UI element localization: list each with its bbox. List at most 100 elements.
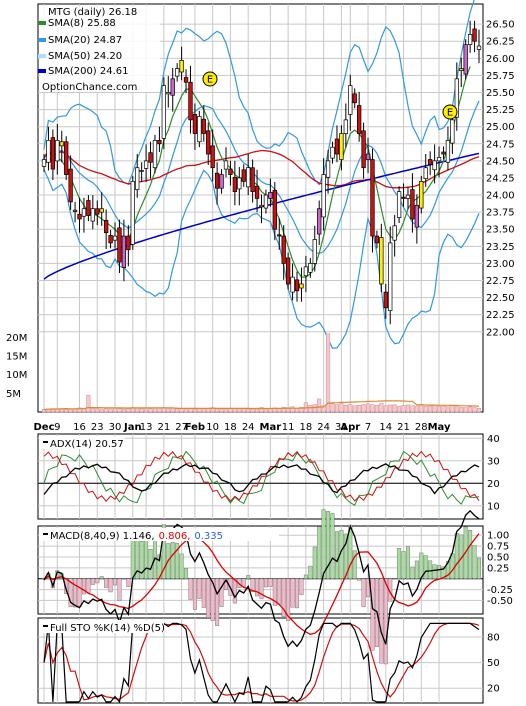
candle-body — [254, 185, 260, 199]
indicator-tick-label: 30 — [487, 456, 500, 467]
macd-histogram-bar — [472, 545, 477, 579]
x-tick-label: 14 — [379, 422, 392, 433]
macd-histogram-bar — [121, 578, 126, 580]
volume-bar — [237, 408, 242, 413]
price-tick-label: 26.25 — [486, 37, 515, 48]
macd-histogram-bar — [437, 565, 442, 579]
price-tick-label: 25.50 — [486, 88, 515, 99]
candle-body — [130, 181, 135, 245]
candle-body — [64, 141, 69, 175]
candle-body — [126, 235, 131, 251]
macd-histogram-bar — [414, 560, 419, 579]
macd-histogram-bar — [357, 578, 362, 581]
macd-histogram-bar — [312, 546, 317, 579]
macd-histogram-bar — [99, 576, 104, 579]
volume-tick-label: 20M — [6, 333, 27, 344]
volume-tick-label: 5M — [6, 389, 21, 400]
candle-body — [232, 176, 238, 192]
candle-body — [370, 159, 375, 237]
volume-bar — [450, 405, 455, 413]
candle-body — [250, 167, 255, 192]
candle-body — [285, 257, 291, 285]
volume-bar — [459, 406, 464, 413]
legend-sma200: SMA(200) 24.61 — [48, 66, 129, 77]
candle-body — [259, 204, 264, 208]
price-tick-label: 22.25 — [486, 310, 515, 321]
macd-histogram-bar — [175, 542, 180, 579]
candle-body — [290, 276, 295, 293]
candle-body — [228, 168, 233, 175]
volume-bar — [95, 408, 100, 413]
candle-body — [201, 118, 206, 134]
macd-histogram-bar — [379, 578, 384, 664]
candle-body — [72, 209, 78, 212]
macd-histogram-bar — [263, 578, 268, 588]
macd-histogram-bar — [192, 578, 197, 610]
indicator-tick-label: 40 — [487, 434, 500, 445]
price-tick-label: 22.50 — [486, 293, 515, 304]
macd-histogram-bar — [197, 578, 202, 599]
indicator-tick-label: 0.75 — [487, 542, 509, 553]
candle-body — [410, 189, 415, 220]
candle-body — [68, 168, 73, 203]
volume-bar — [370, 404, 375, 413]
candle-body — [121, 235, 127, 268]
candle-body — [454, 78, 459, 118]
volume-bar — [334, 404, 340, 413]
macd-histogram-bar — [295, 578, 300, 609]
macd-histogram-bar — [423, 555, 428, 579]
candle-body — [90, 208, 95, 222]
volume-bar — [144, 408, 149, 413]
candle-body — [467, 34, 473, 46]
candle-body — [41, 159, 47, 167]
volume-bar — [405, 404, 411, 413]
x-tick-label: 21 — [157, 422, 170, 433]
macd-histogram-bar — [321, 509, 326, 579]
x-tick-label: 24 — [317, 422, 330, 433]
macd-signal-line — [43, 533, 480, 635]
volume-bar — [365, 403, 371, 413]
volume-bar — [401, 405, 406, 413]
candle-body — [188, 81, 193, 121]
x-tick-label: Apr — [340, 422, 360, 433]
earnings-marker-label: E — [207, 75, 213, 86]
candle-body — [77, 213, 82, 220]
macd-histogram-bar — [90, 578, 95, 585]
candle-body — [219, 174, 224, 189]
volume-bar — [281, 406, 286, 413]
volume-bar — [374, 405, 379, 413]
volume-bar — [121, 408, 126, 413]
price-tick-label: 26.50 — [486, 20, 515, 31]
volume-bar — [104, 408, 109, 413]
legend-sma8: SMA(8) 25.88 — [48, 18, 116, 29]
macd-histogram-bar — [126, 578, 131, 587]
macd-histogram-bar — [441, 566, 446, 579]
candle-body — [157, 140, 162, 145]
macd-histogram-bar — [428, 560, 433, 579]
macd-histogram-bar — [73, 578, 78, 608]
moving-averages — [43, 66, 480, 280]
volume-bar — [361, 404, 366, 413]
macd-histogram-bar — [392, 578, 397, 580]
candle-body — [268, 191, 273, 199]
volume-bar — [135, 408, 140, 413]
candle-body — [405, 194, 411, 199]
candle-body — [50, 137, 56, 170]
price-tick-label: 24.25 — [486, 173, 515, 184]
candle-body — [294, 279, 300, 292]
indicator-tick-label: 80 — [487, 633, 500, 644]
macd-histogram-bar — [68, 578, 73, 607]
candle-body — [330, 146, 335, 159]
macd-histogram-bar — [334, 531, 339, 579]
volume-bar — [352, 405, 357, 413]
legend-sma20: SMA(20) 24.87 — [48, 35, 122, 46]
volume-bar — [294, 408, 300, 413]
macd-histogram-bar — [77, 578, 82, 607]
volume-bar — [432, 405, 437, 413]
candle-body — [321, 174, 326, 218]
volume-bar — [348, 404, 353, 413]
volume-bar — [321, 405, 326, 413]
candle-body — [277, 234, 282, 237]
candle-body — [357, 105, 362, 134]
candle-body — [463, 44, 468, 75]
